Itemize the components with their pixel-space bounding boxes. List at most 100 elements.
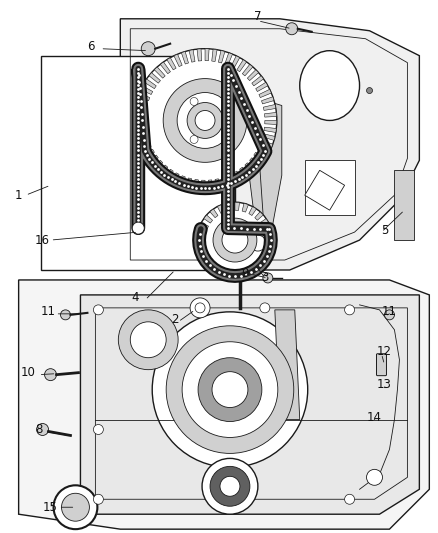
Text: 8: 8 [35, 423, 42, 436]
Polygon shape [249, 207, 257, 215]
Circle shape [141, 42, 155, 55]
Polygon shape [134, 131, 147, 136]
Polygon shape [242, 203, 248, 212]
Circle shape [187, 102, 223, 139]
Polygon shape [167, 58, 176, 70]
Polygon shape [170, 173, 179, 185]
Polygon shape [246, 266, 253, 276]
Polygon shape [259, 90, 272, 98]
Circle shape [133, 49, 277, 192]
Polygon shape [135, 101, 148, 107]
Circle shape [213, 218, 257, 262]
Polygon shape [163, 169, 173, 181]
Circle shape [260, 303, 270, 313]
Polygon shape [134, 124, 145, 128]
Polygon shape [247, 70, 258, 80]
Polygon shape [305, 171, 345, 210]
Polygon shape [231, 56, 240, 68]
Polygon shape [250, 158, 261, 168]
Circle shape [223, 117, 231, 124]
Circle shape [263, 273, 273, 283]
Circle shape [93, 305, 103, 315]
Circle shape [166, 326, 294, 454]
Polygon shape [133, 116, 145, 120]
Polygon shape [136, 137, 148, 144]
Polygon shape [240, 167, 250, 179]
Polygon shape [239, 269, 244, 278]
Polygon shape [215, 179, 221, 191]
Polygon shape [81, 295, 419, 514]
Text: 3: 3 [261, 271, 268, 285]
Polygon shape [255, 212, 263, 220]
Circle shape [190, 298, 210, 318]
Circle shape [190, 98, 198, 106]
Polygon shape [260, 219, 268, 226]
Polygon shape [185, 178, 192, 190]
Polygon shape [210, 209, 218, 217]
Circle shape [367, 470, 382, 486]
Polygon shape [201, 254, 210, 262]
Polygon shape [265, 112, 277, 117]
Polygon shape [256, 82, 268, 92]
Text: 5: 5 [381, 224, 388, 237]
Circle shape [182, 342, 278, 438]
Polygon shape [157, 165, 168, 176]
Circle shape [195, 303, 205, 313]
Circle shape [190, 135, 198, 143]
Circle shape [37, 424, 49, 435]
Circle shape [202, 458, 258, 514]
Polygon shape [235, 202, 240, 211]
Polygon shape [152, 160, 163, 171]
Circle shape [118, 310, 178, 370]
Polygon shape [261, 97, 274, 104]
Circle shape [198, 358, 262, 422]
Polygon shape [219, 51, 225, 63]
Circle shape [197, 202, 273, 278]
Circle shape [367, 87, 372, 94]
Polygon shape [174, 54, 182, 67]
Polygon shape [189, 50, 195, 62]
Circle shape [132, 222, 144, 234]
Polygon shape [139, 143, 151, 151]
Text: 11: 11 [41, 305, 56, 318]
Polygon shape [264, 244, 272, 249]
Polygon shape [245, 163, 256, 174]
Text: 16: 16 [35, 233, 50, 247]
Polygon shape [260, 140, 273, 148]
Polygon shape [177, 176, 185, 188]
Ellipse shape [300, 51, 360, 120]
Polygon shape [237, 60, 247, 71]
Polygon shape [197, 240, 205, 245]
Polygon shape [258, 147, 270, 155]
Polygon shape [275, 310, 300, 419]
Polygon shape [201, 180, 205, 192]
Circle shape [61, 493, 89, 521]
Polygon shape [263, 227, 272, 233]
Polygon shape [305, 160, 355, 215]
Circle shape [385, 310, 395, 320]
Text: 14: 14 [367, 411, 382, 424]
Circle shape [210, 466, 250, 506]
Circle shape [220, 477, 240, 496]
Polygon shape [205, 49, 209, 61]
Text: 1: 1 [15, 189, 22, 201]
Polygon shape [200, 222, 208, 230]
Polygon shape [208, 180, 213, 192]
Circle shape [163, 78, 247, 163]
Circle shape [177, 93, 233, 148]
Polygon shape [19, 280, 429, 529]
Text: 12: 12 [377, 345, 392, 358]
Polygon shape [207, 260, 215, 269]
Polygon shape [120, 19, 419, 270]
Circle shape [130, 322, 166, 358]
Polygon shape [248, 101, 270, 245]
Circle shape [345, 305, 355, 315]
Circle shape [93, 494, 103, 504]
Text: 4: 4 [131, 292, 139, 304]
Polygon shape [242, 64, 253, 76]
Polygon shape [234, 171, 243, 183]
Polygon shape [252, 76, 264, 86]
Polygon shape [254, 152, 266, 162]
Circle shape [222, 227, 248, 253]
Text: 13: 13 [377, 378, 392, 391]
